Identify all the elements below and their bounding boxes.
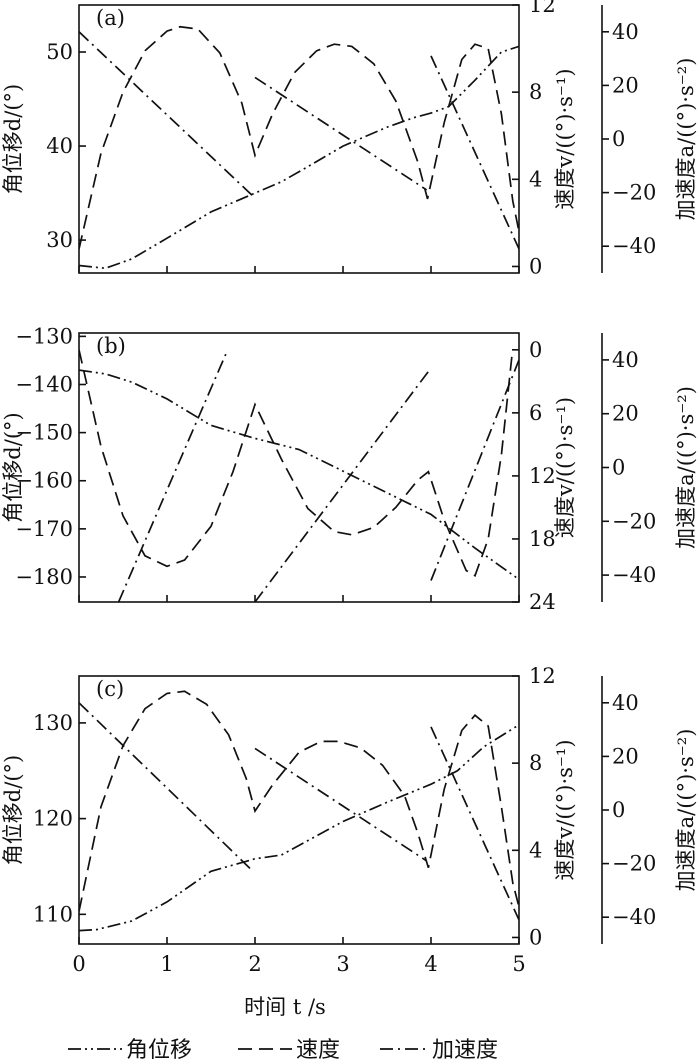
left-y-tick-label: 130	[33, 711, 73, 735]
acceleration-axis-title: 加速度a/((°)·s⁻²)	[674, 386, 698, 549]
series-line-角位移	[79, 45, 519, 270]
right-y-tick-label: 12	[529, 464, 556, 488]
accel-y-tick-label: 20	[612, 744, 639, 768]
velocity-axis-title: 速度v/((°)·s⁻¹)	[553, 739, 577, 880]
legend-label-速度: 速度	[296, 1038, 340, 1062]
plot-frame	[78, 675, 520, 945]
accel-y-tick-label: −40	[612, 234, 656, 258]
accel-y-tick-label: 0	[612, 127, 625, 151]
panel-label: (c)	[96, 677, 124, 701]
series-line-加速度	[254, 747, 428, 862]
left-y-tick-label: −140	[15, 372, 73, 396]
x-axis-title: 时间 t /s	[244, 995, 326, 1019]
series-line-加速度	[79, 702, 252, 870]
right-y-tick-label: 12	[529, 664, 556, 688]
series-line-速度	[79, 349, 513, 577]
acceleration-axis-title: 加速度a/((°)·s⁻²)	[674, 58, 698, 221]
chart-panel-1: 30 40 50 0 4 8 12 −40 −20 0 20 40 角位移d/(°) 速度v/((°)·s…	[1, 0, 698, 278]
series-line-加速度	[254, 367, 432, 602]
accel-y-tick-label: −40	[612, 563, 656, 587]
series-line-角位移	[79, 369, 519, 581]
x-tick-label: 5	[512, 952, 525, 976]
legend: 角位移 速度 加速度	[68, 1038, 498, 1062]
legend-label-角位移: 角位移	[126, 1038, 192, 1062]
left-y-tick-label: −150	[15, 421, 73, 445]
series-line-速度	[79, 25, 519, 250]
right-y-tick-label: 12	[529, 0, 556, 17]
series-line-角位移	[79, 724, 519, 932]
left-y-tick-label: 30	[46, 228, 73, 252]
left-y-tick-label: −160	[15, 469, 73, 493]
x-tick-label: 4	[424, 952, 437, 976]
right-y-tick-label: 6	[529, 401, 542, 425]
left-y-tick-label: 50	[46, 40, 73, 64]
panel-label: (a)	[96, 6, 125, 30]
plot-frame	[78, 4, 520, 274]
velocity-axis-title: 速度v/((°)·s⁻¹)	[553, 397, 577, 538]
series-line-加速度	[117, 351, 228, 602]
chart-panel-2: −180 −170 −160 −150 −140 −130 0 6 12 18 24 −40 −20 0 2…	[1, 324, 698, 614]
panel-label: (b)	[96, 334, 126, 358]
left-y-tick-label: 120	[33, 807, 73, 831]
left-axis-title: 角位移d/(°)	[1, 412, 25, 522]
right-y-tick-label: 24	[529, 590, 556, 614]
series-line-加速度	[430, 55, 519, 250]
accel-y-tick-label: −20	[612, 852, 656, 876]
left-y-tick-label: −130	[15, 324, 73, 348]
plot-frame	[78, 332, 520, 603]
left-axis-title: 角位移d/(°)	[1, 84, 25, 194]
right-y-tick-label: 4	[529, 838, 542, 862]
accel-y-tick-label: −20	[612, 509, 656, 533]
series-line-加速度	[79, 31, 256, 199]
accel-y-tick-label: −20	[612, 181, 656, 205]
left-y-tick-label: 40	[46, 134, 73, 158]
series-line-加速度	[430, 359, 519, 581]
right-y-tick-label: 8	[529, 751, 542, 775]
right-y-tick-label: 0	[529, 254, 542, 278]
series-line-速度	[79, 690, 519, 912]
accel-y-tick-label: 0	[612, 456, 625, 480]
left-y-tick-label: −170	[15, 517, 73, 541]
right-y-tick-label: 8	[529, 80, 542, 104]
acceleration-axis-title: 加速度a/((°)·s⁻²)	[674, 729, 698, 892]
right-y-tick-label: 18	[529, 527, 556, 551]
series-line-加速度	[254, 76, 428, 191]
right-y-tick-label: 0	[529, 925, 542, 949]
accel-y-tick-label: 20	[612, 402, 639, 426]
accel-y-tick-label: 40	[612, 348, 639, 372]
legend-label-加速度: 加速度	[432, 1038, 498, 1062]
accel-y-tick-label: −40	[612, 905, 656, 929]
x-tick-label: 1	[160, 952, 173, 976]
series-line-加速度	[430, 726, 519, 921]
x-tick-label: 0	[72, 952, 85, 976]
accel-y-tick-label: 40	[612, 691, 639, 715]
left-axis-title: 角位移d/(°)	[1, 755, 25, 865]
right-y-tick-label: 4	[529, 167, 542, 191]
velocity-axis-title: 速度v/((°)·s⁻¹)	[553, 68, 577, 209]
accel-y-tick-label: 0	[612, 798, 625, 822]
accel-y-tick-label: 40	[612, 20, 639, 44]
accel-y-tick-label: 20	[612, 73, 639, 97]
right-y-tick-label: 0	[529, 338, 542, 362]
left-y-tick-label: 110	[33, 902, 73, 926]
x-tick-label: 3	[336, 952, 349, 976]
left-y-tick-label: −180	[15, 565, 73, 589]
x-tick-label: 2	[248, 952, 261, 976]
